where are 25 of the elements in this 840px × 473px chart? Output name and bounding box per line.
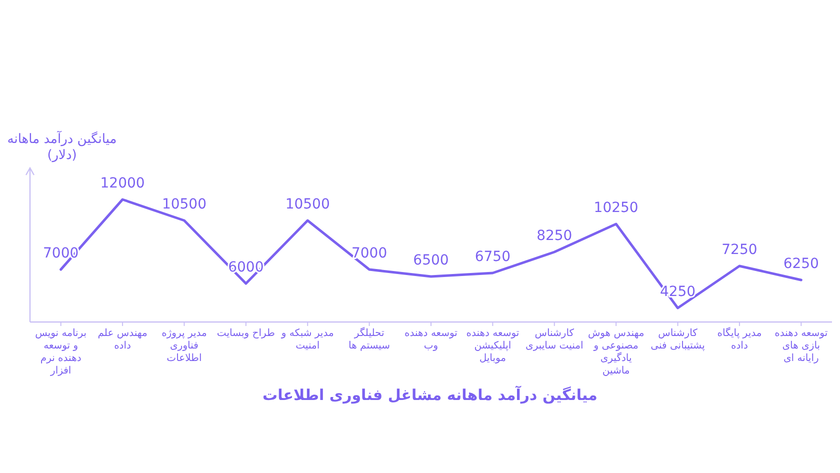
data-label: 12000 xyxy=(100,176,145,192)
x-tick-label: مدیر پایگاه داده xyxy=(717,327,762,352)
x-tick-label: تحلیلگر سیستم ها xyxy=(348,327,390,352)
x-tick-label: مهندس علم داده xyxy=(98,328,148,352)
data-label: 10500 xyxy=(162,196,207,212)
x-tick-label: طراح وبسایت xyxy=(216,328,275,339)
data-label: 6750 xyxy=(474,249,511,265)
x-tick-label: توسعه دهنده وب xyxy=(404,328,458,352)
text: میانگین درآمد ماهانه مشاغل فناوری اطلاعات xyxy=(262,385,598,404)
x-tick-label: کارشناس امنیت سایبری xyxy=(526,328,584,352)
data-label: 7250 xyxy=(722,242,758,258)
x-tick-label: برنامه نویس و توسعه دهنده نرم افزار xyxy=(35,328,87,376)
data-label: 10250 xyxy=(594,200,638,216)
x-tick-label: توسعه دهنده اپلیکیشن موبایل xyxy=(466,328,520,364)
data-label: 7000 xyxy=(351,246,388,262)
x-tick-label: کارشناس پشتیبانی فنی xyxy=(650,328,706,352)
data-label: 10500 xyxy=(285,196,330,212)
data-label: 6250 xyxy=(783,256,819,272)
data-label: 6500 xyxy=(413,252,449,268)
x-tick-label: مدیر شبکه و امنیت xyxy=(280,328,334,352)
x-tick-label: مهندس هوش مصنوعی و یادگیری ماشین xyxy=(588,328,644,376)
y-axis-title: میانگین درآمد ماهانه (دلار) xyxy=(7,130,117,163)
x-tick-label: مدیر پروژه فناوری اطلاعات xyxy=(162,328,207,364)
x-tick-label: توسعه دهنده بازی های رایانه ای xyxy=(774,328,828,364)
data-label: 8250 xyxy=(536,228,572,244)
